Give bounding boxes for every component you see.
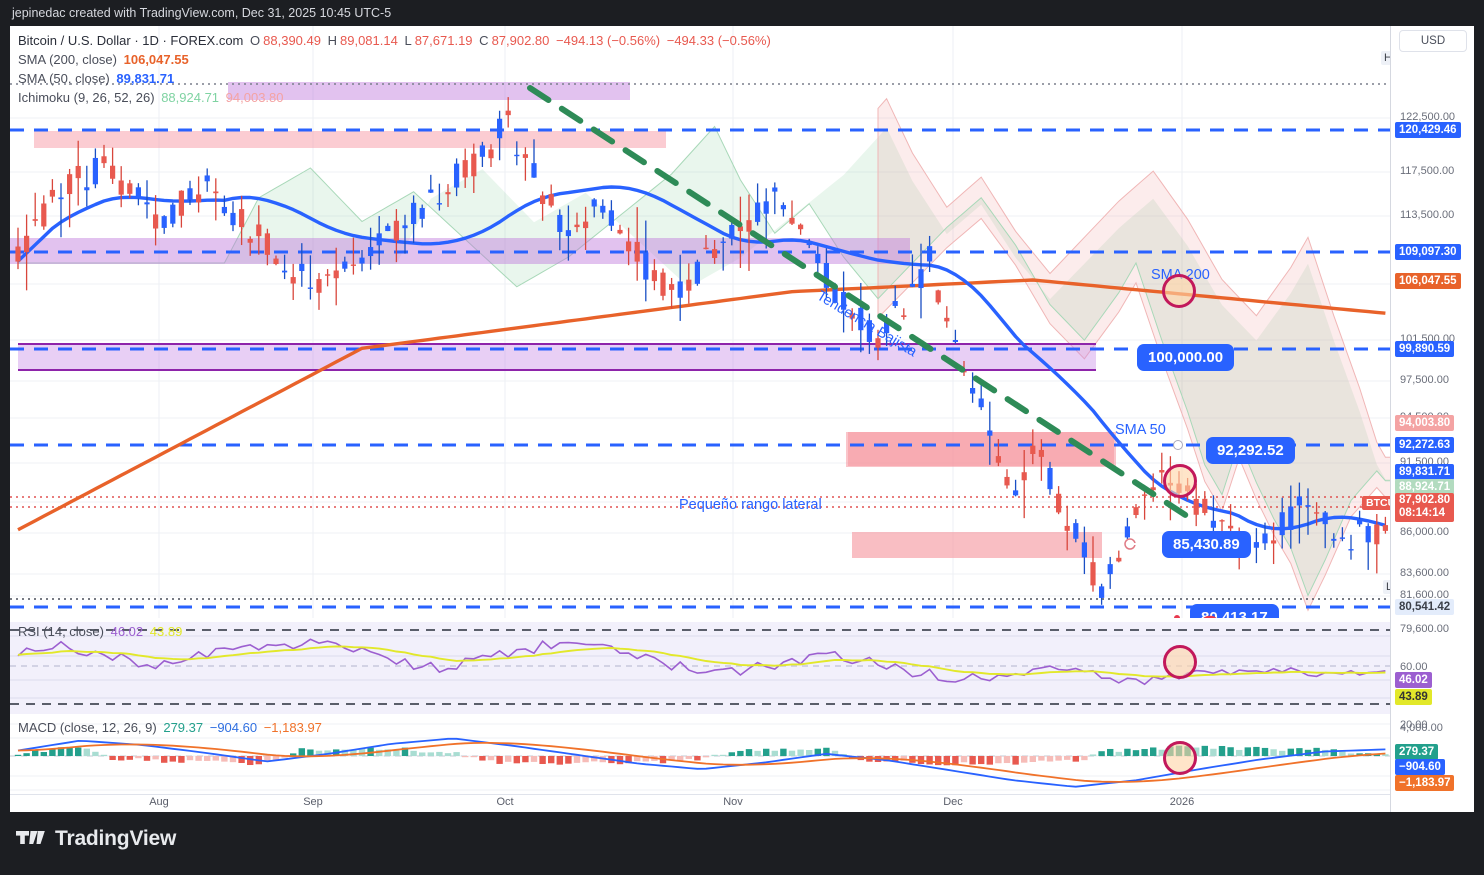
highlight-circle-sma50 bbox=[1163, 464, 1197, 498]
highlight-circle-rsi bbox=[1163, 645, 1197, 679]
time-axis-label: 2026 bbox=[1169, 796, 1195, 808]
legend-ichimoku-v2: 94,003.80 bbox=[225, 90, 284, 105]
legend-macd[interactable]: MACD (close, 12, 26, 9) 279.37 −904.60 −… bbox=[18, 720, 325, 735]
level-bubble[interactable]: 80,413.17 bbox=[1190, 604, 1279, 618]
legend-h-key: H bbox=[327, 33, 337, 48]
axis-price-tag[interactable]: 88,924.71 bbox=[1395, 479, 1455, 495]
time-axis[interactable]: AugSepOctNovDec2026Fe bbox=[10, 794, 1474, 812]
legend-l-val: 87,671.19 bbox=[414, 33, 473, 48]
axis-price-tag[interactable]: −1,183.97 bbox=[1395, 775, 1455, 791]
axis-low-tag[interactable]: 80,541.42 bbox=[1395, 599, 1455, 615]
us-flag-icon[interactable] bbox=[1198, 615, 1222, 618]
time-axis-label: Dec bbox=[943, 796, 963, 808]
last-price-value: 87,902.80 bbox=[1399, 494, 1451, 506]
axis-tick: 79,600.00 bbox=[1400, 623, 1449, 635]
legend-macd-v1: 279.37 bbox=[163, 720, 204, 735]
price-axis[interactable]: USD 122,500.00 117,500.00 113,500.00 101,50… bbox=[1390, 26, 1474, 812]
axis-price-tag[interactable]: 109,097.30 bbox=[1395, 244, 1461, 260]
axis-tick: 60.00 bbox=[1400, 661, 1428, 673]
last-price-tag[interactable]: 87,902.80 08:14:14 bbox=[1395, 493, 1455, 522]
legend-change-2: −494.33 (−0.56%) bbox=[666, 33, 771, 48]
axis-price-tag[interactable]: 43.89 bbox=[1395, 689, 1432, 705]
tradingview-logo: TradingView bbox=[16, 827, 176, 851]
axis-tick: 20.00 bbox=[1400, 719, 1428, 731]
legend-rsi-label: RSI (14, close) bbox=[18, 624, 104, 639]
legend-macd-label: MACD (close, 12, 26, 9) bbox=[18, 720, 157, 735]
legend-macd-v3: −1,183.97 bbox=[263, 720, 322, 735]
axis-price-tag[interactable]: 120,429.46 bbox=[1395, 122, 1461, 138]
range-annotation[interactable]: Pequeño rango lateral bbox=[679, 497, 822, 513]
last-price-countdown: 08:14:14 bbox=[1399, 507, 1446, 519]
watermark-bar: jepinedac created with TradingView.com, … bbox=[0, 0, 1484, 26]
legend-sma50[interactable]: SMA (50, close) 89,831.71 bbox=[18, 71, 177, 86]
axis-price-tag[interactable]: 279.37 bbox=[1395, 744, 1439, 760]
legend-sma50-value: 89,831.71 bbox=[116, 71, 175, 86]
level-bubble[interactable]: 92,292.52 bbox=[1206, 437, 1295, 464]
level-bubble[interactable]: 85,430.89 bbox=[1162, 531, 1251, 558]
time-axis-label: Oct bbox=[496, 796, 514, 808]
time-axis-label: Sep bbox=[303, 796, 323, 808]
axis-price-tag[interactable]: 92,272.63 bbox=[1395, 437, 1455, 453]
legend-rsi[interactable]: RSI (14, close) 46.02 43.89 bbox=[18, 624, 185, 639]
footer-bar: TradingView bbox=[0, 812, 1484, 875]
axis-tick: 4,000.00 bbox=[1400, 722, 1443, 734]
ai-spark-icon[interactable] bbox=[1155, 612, 1181, 618]
tradingview-wordmark: TradingView bbox=[55, 827, 177, 850]
axis-price-tag[interactable]: 46.02 bbox=[1395, 672, 1432, 688]
axis-tick: 86,000.00 bbox=[1400, 526, 1449, 538]
chart-canvas[interactable]: 100,000.00 92,292.52 85,430.89 80,413.17… bbox=[10, 26, 1474, 812]
legend-ichimoku-v1: 88,924.71 bbox=[161, 90, 220, 105]
tradingview-mark-icon bbox=[16, 831, 45, 844]
legend-c-key: C bbox=[479, 33, 489, 48]
axis-tick: 83,600.00 bbox=[1400, 567, 1449, 579]
legend-l-key: L bbox=[404, 33, 412, 48]
legend-c-val: 87,902.80 bbox=[491, 33, 550, 48]
axis-price-tag[interactable]: 89,831.71 bbox=[1395, 464, 1455, 480]
legend-o-val: 88,390.49 bbox=[263, 33, 321, 48]
macd-pane[interactable]: MACD (close, 12, 26, 9) 279.37 −904.60 −… bbox=[10, 718, 1474, 794]
legend-ichimoku-label: Ichimoku (9, 26, 52, 26) bbox=[18, 90, 155, 105]
axis-price-tag[interactable]: 106,047.55 bbox=[1395, 273, 1461, 289]
time-axis-label: Aug bbox=[149, 796, 169, 808]
legend-o-key: O bbox=[250, 33, 261, 48]
axis-price-tag[interactable]: 99,890.59 bbox=[1395, 341, 1455, 357]
axis-tick: 81,600.00 bbox=[1400, 589, 1449, 601]
highlight-circle-sma200 bbox=[1162, 274, 1196, 308]
legend-symbol-line[interactable]: Bitcoin / U.S. Dollar · 1D · FOREX.com O… bbox=[18, 33, 774, 48]
time-axis-label: Nov bbox=[723, 796, 743, 808]
legend-rsi-v1: 46.02 bbox=[110, 624, 144, 639]
sma50-annotation[interactable]: SMA 50 bbox=[1115, 422, 1166, 438]
rsi-pane[interactable]: RSI (14, close) 46.02 43.89 bbox=[10, 622, 1474, 714]
axis-tick: 97,500.00 bbox=[1400, 374, 1449, 386]
legend-sma200-label: SMA (200, close) bbox=[18, 52, 117, 67]
legend-h-val: 89,081.14 bbox=[340, 33, 398, 48]
axis-tick: 117,500.00 bbox=[1400, 165, 1455, 177]
legend-sma200[interactable]: SMA (200, close) 106,047.55 bbox=[18, 52, 192, 67]
axis-price-tag[interactable]: 94,003.80 bbox=[1395, 415, 1455, 431]
legend-sma50-label: SMA (50, close) bbox=[18, 71, 110, 86]
legend-symbol: Bitcoin / U.S. Dollar · 1D · FOREX.com bbox=[18, 33, 244, 48]
currency-badge[interactable]: USD bbox=[1399, 30, 1467, 52]
legend-sma200-value: 106,047.55 bbox=[123, 52, 189, 67]
level-bubble[interactable]: 100,000.00 bbox=[1137, 344, 1235, 371]
axis-tick: 113,500.00 bbox=[1400, 209, 1455, 221]
legend-rsi-v2: 43.89 bbox=[149, 624, 183, 639]
price-pane[interactable]: 100,000.00 92,292.52 85,430.89 80,413.17… bbox=[10, 26, 1474, 618]
legend-change: −494.13 (−0.56%) bbox=[556, 33, 661, 48]
highlight-circle-macd bbox=[1163, 741, 1197, 775]
legend-ichimoku[interactable]: Ichimoku (9, 26, 52, 26) 88,924.71 94,00… bbox=[18, 90, 287, 105]
legend-macd-v2: −904.60 bbox=[209, 720, 258, 735]
axis-tick: 122,500.00 bbox=[1400, 111, 1456, 123]
axis-price-tag[interactable]: −904.60 bbox=[1395, 759, 1445, 775]
